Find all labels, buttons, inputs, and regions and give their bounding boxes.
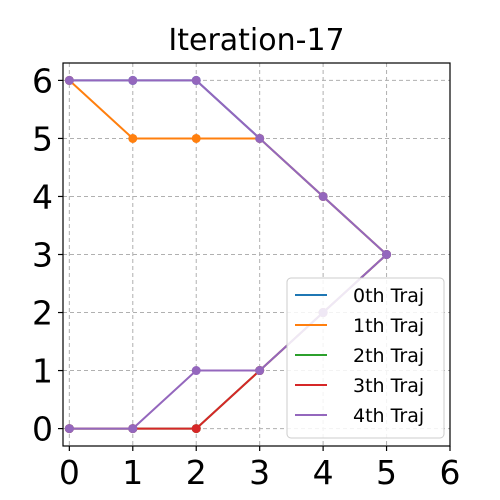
data-point [128,424,138,434]
data-point [255,366,265,376]
legend-box [286,277,445,439]
series-line [69,79,388,256]
y-tick-label: 4 [32,177,53,216]
x-tick-label: 2 [186,453,207,492]
series-4 [64,75,392,259]
y-tick-label: 5 [32,119,53,158]
data-point [382,250,392,259]
data-point [318,191,328,201]
legend-label: 3th Traj [353,375,424,397]
series-line [68,79,388,256]
y-tick-label: 3 [32,236,53,275]
y-tick-label: 1 [32,352,53,391]
series-1 [64,75,392,259]
legend-label: 2th Traj [353,345,424,367]
x-tick-label: 0 [59,453,80,492]
y-tick-label: 0 [32,410,53,449]
ticks-layer: 0 1 2 3 4 5 6 0 1 2 3 4 5 6 [32,61,461,492]
legend-label: 0th Traj [353,285,424,307]
data-point [255,133,265,143]
series-line [69,79,388,256]
y-tick-label: 2 [32,294,53,333]
x-tick-label: 1 [122,453,143,492]
data-point [191,75,201,85]
data-point [64,424,74,434]
data-point [64,75,74,85]
data-point [191,424,201,434]
data-point [191,366,201,376]
data-point [128,75,138,85]
x-tick-label: 5 [376,453,397,492]
x-tick-label: 4 [313,453,334,492]
data-point [128,133,138,143]
y-tick-label: 6 [32,61,53,100]
x-tick-label: 3 [249,453,270,492]
x-tick-label: 6 [440,453,461,492]
legend-label: 4th Traj [353,405,424,427]
series-0 [64,75,392,259]
chart-title: Iteration-17 [168,23,344,58]
legend: 0th Traj 1th Traj 2th Traj 3th Traj 4th Traj [286,277,445,439]
data-point [191,133,201,143]
legend-label: 1th Traj [353,315,424,337]
